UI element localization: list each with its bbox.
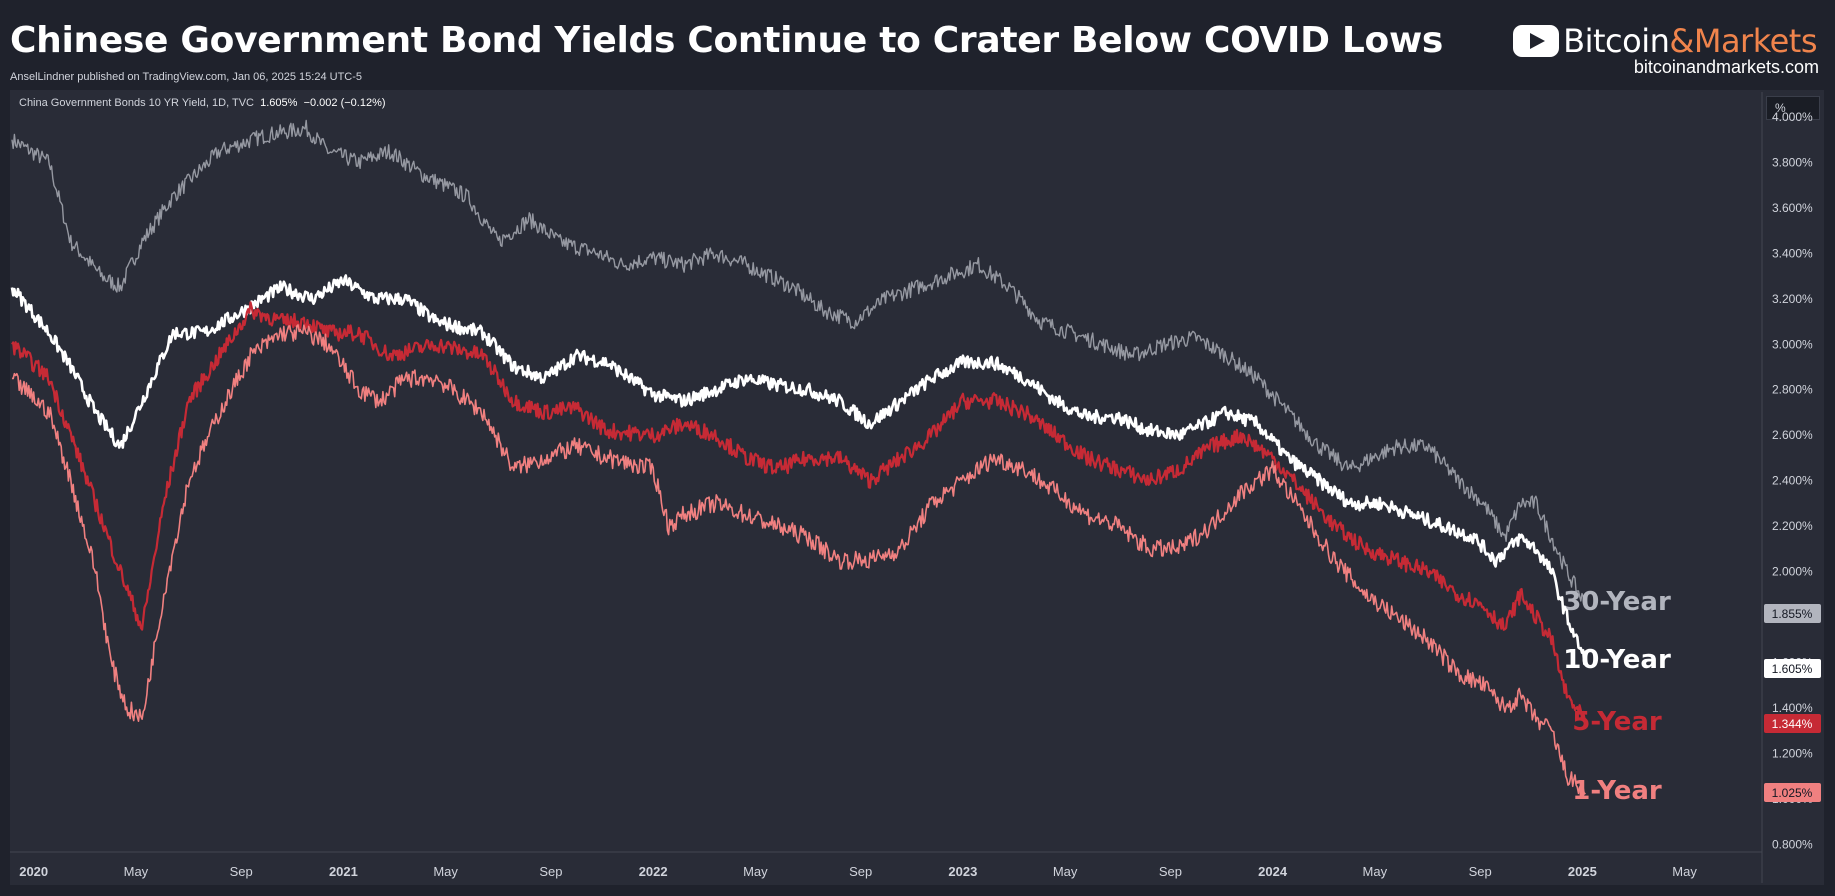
x-tick-label: 2021 [329, 864, 358, 879]
y-tick-label: 2.800% [1772, 383, 1813, 397]
last-value-text-y30: 1.855% [1772, 607, 1813, 621]
brand-amp: & [1669, 22, 1694, 60]
y-tick-label: 2.200% [1772, 519, 1813, 533]
x-tick-label: Sep [230, 864, 253, 879]
last-value-text-y5: 1.344% [1772, 717, 1813, 731]
chart-panel[interactable] [10, 90, 1824, 885]
publish-byline: AnselLindner published on TradingView.co… [10, 71, 363, 83]
brand-suffix: Markets [1693, 22, 1818, 60]
play-icon [1513, 25, 1560, 57]
x-tick-label: Sep [849, 864, 872, 879]
series-line-y1 [11, 324, 1586, 795]
y-tick-label: 3.800% [1772, 155, 1813, 169]
x-tick-label: May [1363, 864, 1388, 879]
y-tick-label: 1.200% [1772, 746, 1813, 760]
x-tick-label: Sep [1159, 864, 1182, 879]
legend-change: −0.002 (−0.12%) [303, 97, 386, 109]
x-tick-label: May [124, 864, 149, 879]
x-tick-label: May [1053, 864, 1078, 879]
x-tick-label: 2023 [948, 864, 977, 879]
last-value-tag-y30 [1764, 604, 1821, 623]
brand-prefix: Bitcoin [1563, 22, 1670, 60]
x-tick-label: 2024 [1258, 864, 1288, 879]
symbol-legend: China Government Bonds 10 YR Yield, 1D, … [19, 97, 386, 109]
y-tick-label: 4.000% [1772, 110, 1813, 124]
y-tick-label: 3.200% [1772, 292, 1813, 306]
brand-logo[interactable]: Bitcoin&Markets [1513, 22, 1818, 60]
last-value-tag-y10 [1764, 659, 1821, 678]
series-line-y10 [10, 274, 1587, 666]
series-label-y5: 5-Year [1572, 707, 1662, 737]
last-value-tag-y5 [1764, 714, 1821, 733]
x-tick-label: May [1672, 864, 1697, 879]
y-tick-label: 2.400% [1772, 474, 1813, 488]
y-tick-label: 3.000% [1772, 337, 1813, 351]
x-tick-label: Sep [539, 864, 562, 879]
last-value-tag-y1 [1764, 783, 1821, 802]
x-tick-label: 2022 [639, 864, 668, 879]
y-tick-label: 3.400% [1772, 246, 1813, 260]
brand-name: Bitcoin&Markets [1563, 22, 1817, 60]
y-tick-label: 2.000% [1772, 565, 1813, 579]
y-tick-label: 2.600% [1772, 428, 1813, 442]
x-tick-label: May [743, 864, 768, 879]
x-tick-label: 2025 [1568, 864, 1597, 879]
series-line-y5 [11, 301, 1587, 722]
unit-toggle-button[interactable]: % [1766, 96, 1820, 120]
page-title: Chinese Government Bond Yields Continue … [10, 20, 1444, 61]
x-tick-label: Sep [1469, 864, 1492, 879]
series-label-y1: 1-Year [1572, 776, 1662, 806]
y-tick-label: 1.400% [1772, 701, 1813, 715]
site-url[interactable]: bitcoinandmarkets.com [1633, 57, 1819, 77]
x-tick-label: May [433, 864, 458, 879]
last-value-text-y10: 1.605% [1772, 662, 1813, 676]
legend-value: 1.605% [260, 97, 298, 109]
series-label-y30: 30-Year [1563, 587, 1671, 617]
series-line-y30 [11, 119, 1586, 606]
y-tick-label: 3.600% [1772, 201, 1813, 215]
legend-symbol: China Government Bonds 10 YR Yield, 1D, … [19, 97, 254, 109]
x-tick-label: 2020 [19, 864, 48, 879]
series-label-y10: 10-Year [1563, 645, 1671, 675]
y-tick-label: 0.800% [1772, 837, 1813, 851]
last-value-text-y1: 1.025% [1772, 786, 1813, 800]
